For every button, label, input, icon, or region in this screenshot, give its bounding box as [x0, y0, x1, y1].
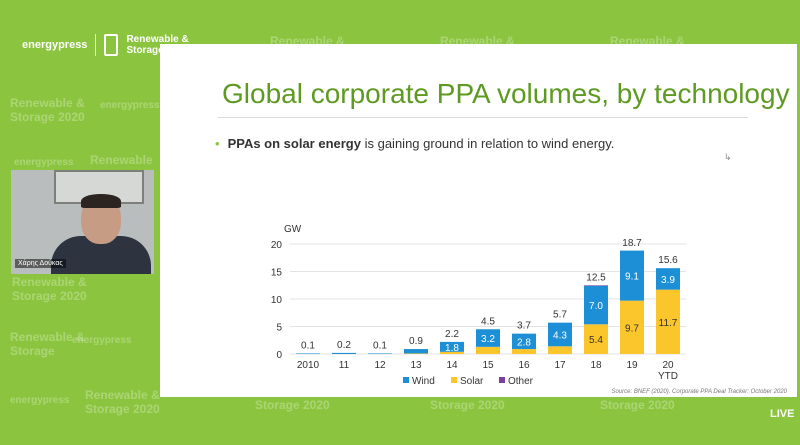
total-data-label: 5.7 [553, 310, 567, 321]
bar-solar [476, 346, 500, 354]
logo-renewable-text: Renewable & [126, 34, 189, 45]
bar-other [584, 285, 608, 286]
bar-wind [620, 250, 644, 301]
bar-solar [512, 349, 536, 354]
x-tick-label: 20 [662, 360, 674, 371]
total-data-label: 4.5 [481, 316, 495, 327]
watermark-renewable: Storage 2020 [430, 398, 505, 412]
live-badge: LIVE [770, 408, 795, 420]
watermark-renewable: Renewable & Storage 2020 [12, 275, 87, 303]
presenter-hair [81, 194, 121, 208]
bar-wind [512, 333, 536, 350]
watermark-energypress: energypress [100, 100, 160, 111]
wind-data-label: 3.2 [481, 334, 495, 345]
presenter-video: Χάρης Δούκας [11, 170, 154, 274]
presentation-slide: Global corporate PPA volumes, by technol… [160, 44, 797, 399]
total-data-label: 2.2 [445, 329, 459, 340]
solar-data-label: 9.7 [625, 323, 639, 334]
bar-wind [440, 341, 464, 352]
legend-swatch-solar [451, 377, 457, 383]
bar-wind [368, 353, 392, 354]
watermark-energypress: energypress [72, 335, 132, 346]
wind-data-label: 3.9 [661, 275, 675, 286]
total-data-label: 3.7 [517, 321, 531, 332]
bar-solar [404, 353, 428, 354]
slide-bullet: • PPAs on solar energy is gaining ground … [215, 136, 614, 151]
x-tick-label: 11 [339, 360, 350, 371]
bar-wind [332, 352, 356, 354]
bar-solar [656, 289, 680, 354]
watermark-renewable: Storage 2020 [600, 398, 675, 412]
slide-source: Source: BNEF (2020). Corporate PPA Deal … [611, 389, 787, 395]
bar-wind [584, 285, 608, 325]
energypress-logo: energypress [22, 39, 88, 51]
total-data-label: 0.9 [409, 336, 423, 347]
solar-data-label: 5.4 [589, 335, 603, 346]
wind-data-label: 7.0 [589, 301, 603, 312]
y-tick-label: 0 [276, 350, 282, 361]
y-tick-label: 15 [271, 268, 283, 279]
total-data-label: 12.5 [586, 272, 606, 283]
watermark-renewable: Storage 2020 [255, 398, 330, 412]
presenter-name-tag: Χάρης Δούκας [15, 259, 66, 268]
total-data-label: 0.2 [337, 340, 351, 351]
watermark-renewable: Renewable & Storage 2020 [85, 388, 160, 416]
x-tick-label: 17 [554, 360, 566, 371]
watermark-energypress: energypress [10, 395, 70, 406]
bar-wind [296, 353, 320, 354]
bullet-bold-text: PPAs on solar energy [227, 136, 361, 151]
y-tick-label: 10 [271, 295, 283, 306]
x-tick-label: 2010 [297, 360, 320, 371]
slide-title: Global corporate PPA volumes, by technol… [222, 78, 790, 109]
bar-wind [656, 268, 680, 290]
legend-swatch-wind [403, 377, 409, 383]
watermark-renewable: Renewable & Storage [10, 330, 85, 358]
x-tick-label: 19 [626, 360, 638, 371]
bar-solar [548, 346, 572, 354]
legend-label-solar: Solar [460, 376, 484, 387]
x-tick-label: 15 [482, 360, 494, 371]
x-tick-label: 18 [590, 360, 602, 371]
bar-solar [584, 324, 608, 354]
total-data-label: 15.6 [658, 255, 678, 266]
x-tick-label: 16 [518, 360, 530, 371]
total-data-label: 0.1 [301, 340, 315, 351]
wind-data-label: 1.8 [445, 343, 459, 354]
x-tick-label: 13 [410, 360, 422, 371]
battery-icon [104, 34, 119, 56]
mouse-cursor-icon: ↳ [724, 152, 732, 162]
x-tick-label: 14 [446, 360, 458, 371]
wind-data-label: 2.8 [517, 337, 531, 348]
legend-label-wind: Wind [412, 376, 435, 387]
x-tick-label: 12 [374, 360, 386, 371]
total-data-label: 0.1 [373, 340, 387, 351]
bar-wind [476, 329, 500, 347]
x-tick-label: YTD [658, 371, 678, 382]
bar-wind [404, 349, 428, 354]
slide-bottom-bar [160, 397, 797, 399]
y-tick-label: 5 [276, 323, 282, 334]
ppa-chart: GW 0 5 10 15 20 0.1 2010 0.2 11 0.1 12 0.9 13 1.8 2.2 14… [271, 224, 686, 387]
bar-solar [440, 351, 464, 354]
legend-swatch-other [499, 377, 505, 383]
bar-wind [548, 322, 572, 347]
total-data-label: 18.7 [622, 238, 642, 249]
logo-divider [95, 34, 97, 56]
legend-label-other: Other [508, 376, 534, 387]
y-unit-label: GW [284, 224, 302, 235]
event-logo: energypress Renewable & Storage [22, 34, 189, 56]
wind-data-label: 9.1 [625, 272, 639, 283]
y-tick-label: 20 [271, 240, 283, 251]
wind-data-label: 4.3 [553, 330, 567, 341]
bullet-text: is gaining ground in relation to wind en… [360, 136, 615, 151]
bullet-dot-icon: • [215, 136, 220, 151]
watermark-renewable: Renewable & Storage 2020 [10, 96, 85, 124]
watermark-energypress: energypress [14, 157, 74, 168]
watermark-renewable: Renewable [90, 153, 153, 167]
title-underline [218, 117, 748, 118]
logo-storage-text: Storage [126, 45, 164, 56]
renewable-storage-logo: Renewable & Storage [126, 34, 188, 56]
solar-data-label: 11.7 [659, 318, 678, 329]
bar-solar [620, 300, 644, 354]
